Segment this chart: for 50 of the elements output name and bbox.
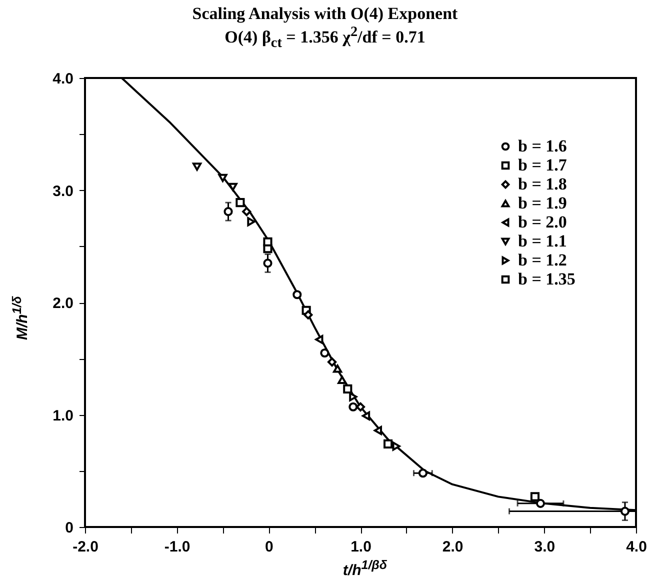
chart-title: Scaling Analysis with O(4) Exponent — [191, 4, 459, 24]
point — [620, 506, 630, 516]
point — [362, 411, 370, 420]
point — [338, 376, 347, 384]
point — [536, 498, 546, 508]
legend-label: b = 1.8 — [518, 174, 567, 194]
point — [304, 310, 313, 320]
legend-label: b = 1.2 — [518, 250, 567, 270]
x-tick-label: 2.0 — [442, 538, 464, 556]
point — [530, 492, 540, 502]
point — [320, 348, 330, 358]
point — [224, 207, 233, 216]
point — [263, 237, 272, 246]
y-tick-label: 3.0 — [52, 182, 74, 200]
x-tick-label: 4.0 — [626, 538, 647, 556]
point — [242, 207, 252, 216]
point — [374, 426, 382, 435]
x-tick-label: 3.0 — [534, 538, 556, 556]
point — [247, 217, 256, 226]
legend-label: b = 1.9 — [518, 194, 567, 212]
chart-subtitle: O(4) β$_{ct}$ = 1.356 χ$^{2}$/df = 0.71 — [224, 24, 426, 52]
point — [327, 357, 337, 367]
point — [348, 402, 358, 412]
point — [236, 198, 245, 208]
y-tick-label: 0 — [65, 520, 74, 536]
y-tick-label: 2.0 — [52, 295, 74, 312]
y-tick-label: 4.0 — [52, 70, 74, 88]
x-tick-label: -1.0 — [164, 538, 190, 556]
point — [418, 468, 428, 478]
x-axis-title: t/h$^{1/βδ}$ — [342, 558, 388, 579]
legend-label: b = 1.1 — [518, 232, 567, 250]
point — [384, 439, 393, 448]
point — [263, 258, 272, 268]
point — [333, 364, 342, 373]
point — [218, 174, 228, 182]
x-tick-label: -2.0 — [72, 538, 98, 556]
legend-label: b = 2.0 — [518, 212, 567, 232]
point — [315, 335, 324, 344]
point — [343, 384, 352, 394]
legend-label: b = 1.7 — [518, 156, 568, 174]
point — [356, 402, 366, 412]
point — [228, 182, 238, 191]
point — [392, 442, 400, 451]
point — [292, 290, 302, 300]
x-tick-label: 1.0 — [350, 538, 372, 556]
legend-label: b = 1.6 — [518, 136, 567, 156]
point — [192, 162, 202, 171]
x-tick-label: 0 — [264, 538, 274, 556]
y-tick-label: 1.0 — [52, 407, 74, 424]
legend-label: b = 1.35 — [518, 270, 576, 288]
